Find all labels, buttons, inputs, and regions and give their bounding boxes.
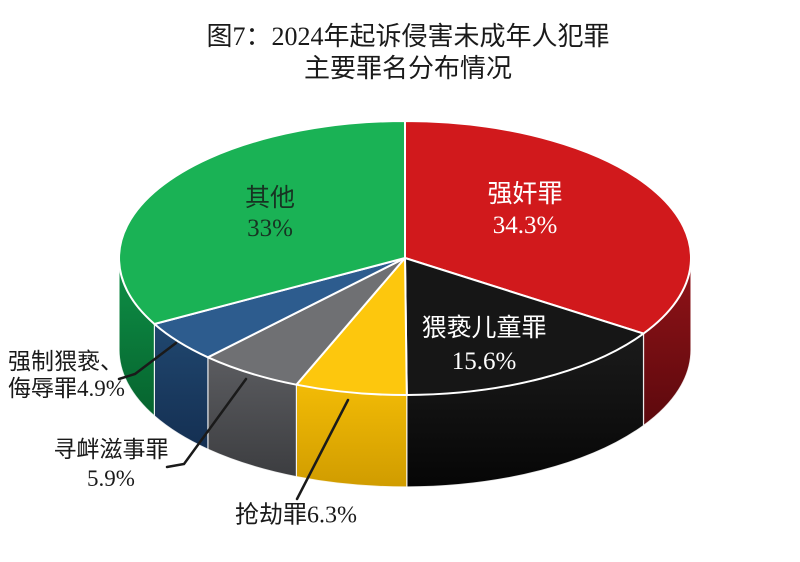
slice-label-qita-pct: 33% — [247, 215, 293, 242]
slice-label-xunxin: 寻衅滋事罪 5.9% — [54, 435, 169, 493]
slice-label-qiangjian-name: 强奸罪 — [487, 181, 563, 208]
slice-label-weixie: 猥亵儿童罪 15.6% — [421, 312, 546, 378]
pie-rim-qiangjie — [295, 383, 408, 488]
slice-label-weixie-pct: 15.6% — [451, 348, 517, 375]
callout-line-xunxin — [165, 377, 248, 469]
chart-title-line1: 图7：2024年起诉侵害未成年人犯罪 — [206, 22, 610, 51]
slice-label-qita-name: 其他 — [244, 185, 296, 212]
callout-line-qiangzhi — [117, 341, 178, 381]
slice-label-qiangzhi-line1: 强制猥亵、 — [8, 349, 123, 374]
slice-label-qita: 其他 33% — [245, 184, 295, 244]
slice-label-qiangjian-pct: 34.3% — [492, 212, 558, 239]
callout-line-qiangjie — [295, 398, 350, 501]
slice-label-qiangzhi: 强制猥亵、 侮辱罪4.9% — [8, 348, 125, 402]
slice-label-qiangzhi-line2: 侮辱罪4.9% — [8, 376, 125, 401]
slice-label-qiangjie: 抢劫罪6.3% — [235, 501, 357, 532]
pie-slice-weixie — [404, 257, 645, 396]
chart-title-line2: 主要罪名分布情况 — [303, 54, 513, 83]
slice-label-qiangjian: 强奸罪 34.3% — [487, 179, 562, 241]
slice-label-xunxin-name: 寻衅滋事罪 — [53, 437, 169, 462]
slice-label-qiangjie-text: 抢劫罪6.3% — [235, 502, 357, 529]
slice-label-xunxin-pct: 5.9% — [87, 466, 135, 491]
pie-slice-qita — [118, 120, 406, 325]
chart-title: 图7：2024年起诉侵害未成年人犯罪 主要罪名分布情况 — [206, 21, 609, 85]
pie-slice-qiangjie — [295, 257, 408, 397]
slice-label-weixie-name: 猥亵儿童罪 — [421, 315, 547, 342]
